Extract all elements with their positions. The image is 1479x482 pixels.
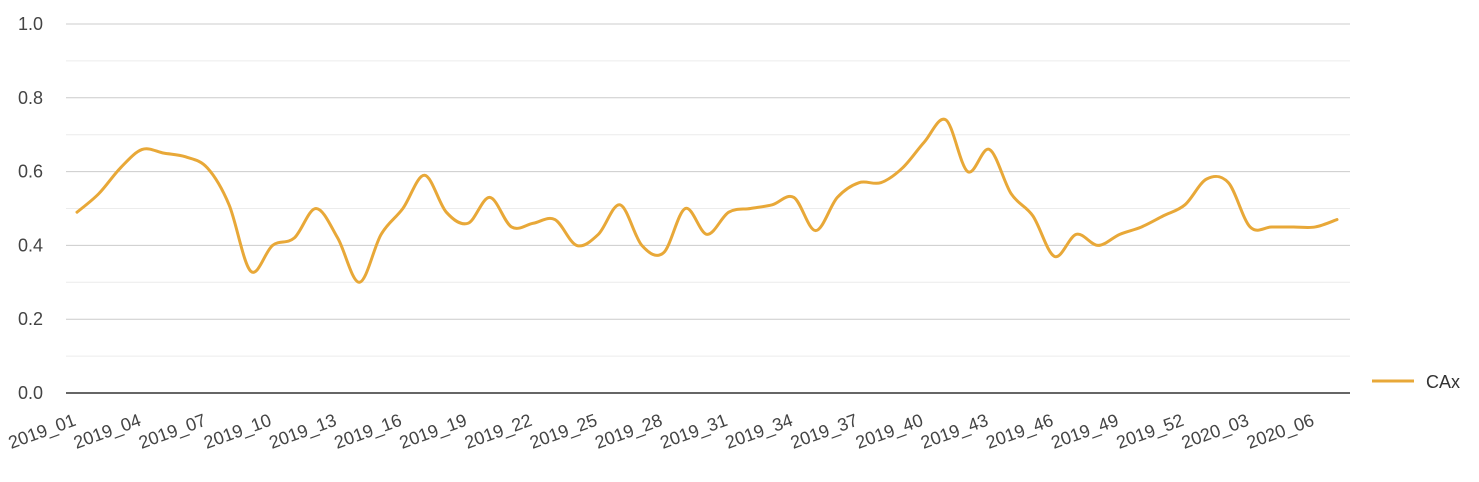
x-tick-label: 2019_40 xyxy=(853,410,926,454)
y-tick-label: 0.0 xyxy=(18,383,43,403)
y-tick-label: 0.2 xyxy=(18,309,43,329)
y-tick-label: 0.4 xyxy=(18,235,43,255)
x-tick-label: 2019_16 xyxy=(332,410,405,454)
grid-lines xyxy=(66,23,1350,357)
x-tick-label: 2019_25 xyxy=(527,410,600,454)
x-tick-label: 2019_10 xyxy=(201,410,274,454)
legend[interactable]: CAx xyxy=(1372,372,1460,392)
x-tick-label: 2019_46 xyxy=(983,410,1056,454)
x-tick-label: 2019_43 xyxy=(918,410,991,454)
x-tick-label: 2019_19 xyxy=(397,410,470,454)
x-tick-label: 2019_34 xyxy=(723,410,796,454)
series-line-cax xyxy=(75,117,1339,284)
x-tick-label: 2020_03 xyxy=(1179,410,1252,454)
x-tick-label: 2019_37 xyxy=(788,410,861,454)
x-tick-label: 2020_06 xyxy=(1244,410,1317,454)
x-tick-label: 2019_52 xyxy=(1114,410,1187,454)
x-tick-label: 2019_28 xyxy=(592,410,665,454)
y-axis: 0.0 0.2 0.4 0.6 0.8 1.0 xyxy=(18,14,43,403)
x-tick-label: 2019_49 xyxy=(1048,410,1121,454)
x-tick-label: 2019_13 xyxy=(266,410,339,454)
x-tick-label: 2019_31 xyxy=(657,410,730,454)
x-axis: 2019_012019_042019_072019_102019_132019_… xyxy=(6,410,1317,454)
y-tick-label: 0.8 xyxy=(18,88,43,108)
y-tick-label: 1.0 xyxy=(18,14,43,34)
x-tick-label: 2019_22 xyxy=(462,410,535,454)
x-tick-label: 2019_07 xyxy=(136,410,209,454)
legend-label-cax: CAx xyxy=(1426,372,1460,392)
series-layer xyxy=(75,117,1339,284)
y-tick-label: 0.6 xyxy=(18,162,43,182)
x-tick-label: 2019_04 xyxy=(71,410,144,454)
x-tick-label: 2019_01 xyxy=(6,410,79,454)
